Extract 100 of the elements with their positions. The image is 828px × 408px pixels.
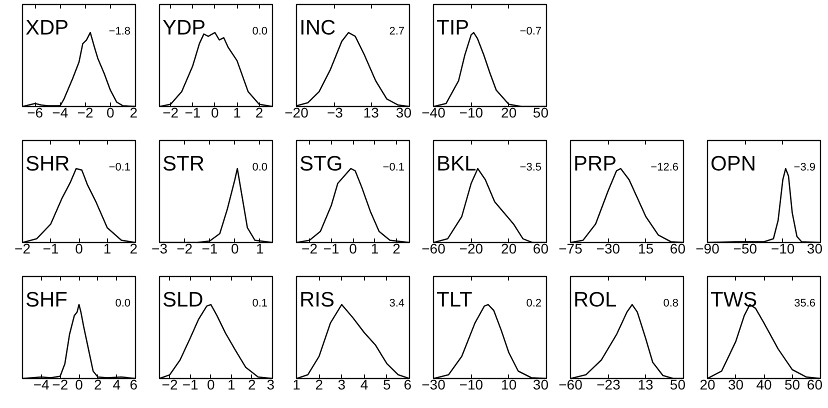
x-tick-label: 50 [670,376,686,392]
x-tick-label: −1 [323,240,340,256]
x-tick-label: −60 [558,376,583,392]
x-tick-label: 4 [360,376,368,392]
x-tick-label: −2 [162,376,178,392]
x-tick-label: −2 [162,104,179,120]
x-tick-label: 1 [370,240,379,256]
x-tick-label: 1 [233,104,242,120]
x-tick-label: 60 [670,240,686,256]
x-tick-label: 15 [638,240,654,256]
x-tick-label: −3 [152,240,168,256]
x-tick-label: −4 [52,104,68,120]
x-tick-label: 0 [75,376,84,392]
x-tick-label: 50 [532,104,549,120]
x-tick-label: 60 [806,376,823,392]
annotation: −0.7 [520,26,542,38]
x-tick-label: 6 [130,376,138,392]
x-tick-label: 2 [392,240,401,256]
x-tick-label: 2 [94,376,102,392]
annotation: 0.0 [115,298,131,310]
x-tick-label: −90 [696,240,720,256]
annotation: −1.8 [108,26,131,38]
chart-title: ROL [574,288,617,312]
x-tick-label: 4 [112,376,121,392]
x-tick-label: 0 [349,240,358,256]
x-tick-label: −30 [422,376,446,392]
annotation: −3.5 [520,162,542,174]
x-tick-label: 30 [532,376,549,392]
x-tick-label: 2 [248,376,256,392]
x-tick-label: −30 [596,240,620,256]
x-tick-label: −2 [52,376,68,392]
x-tick-label: −20 [459,240,484,256]
x-tick-label: 1 [103,240,112,256]
x-tick-label: 2 [315,376,324,392]
x-tick-label: 0 [206,376,215,392]
x-tick-label: 40 [756,376,772,392]
x-tick-label: −75 [558,240,583,256]
x-tick-label: 13 [638,376,654,392]
x-tick-label: 30 [728,376,744,392]
x-tick-label: −3 [326,104,344,120]
chart-title: PRP [574,152,617,176]
x-tick-label: 0 [211,104,219,120]
chart-title: BKL [436,152,476,176]
x-tick-label: 5 [383,376,392,392]
x-tick-label: 20 [501,104,517,120]
x-tick-label: −60 [422,240,446,256]
chart-title: SLD [162,288,204,312]
x-tick-label: −10 [770,240,795,256]
x-tick-label: 20 [501,240,517,256]
x-tick-label: 2 [130,240,138,256]
x-tick-label: 2 [255,104,264,120]
x-tick-label: 0 [75,240,84,256]
x-tick-label: −1 [202,240,218,256]
chart-title: SHR [26,152,70,176]
annotation: −12.6 [650,162,679,174]
annotation: 0.0 [252,162,268,174]
chart-title: XDP [26,16,69,40]
annotation: 0.8 [663,298,679,310]
x-tick-label: 13 [363,104,380,120]
chart-title: TWS [710,288,758,312]
annotation: 2.7 [389,26,405,38]
x-tick-label: −1 [184,104,201,120]
x-tick-label: 30 [396,104,412,120]
chart-title: TIP [436,16,470,40]
x-tick-label: 0 [106,104,114,120]
x-tick-label: −50 [733,240,758,256]
x-tick-label: 50 [784,376,800,392]
annotation: 0.1 [252,298,268,310]
chart-title: SHF [26,288,68,312]
chart-title: OPN [710,152,756,176]
x-tick-label: −4 [33,376,50,392]
x-tick-label: −40 [422,104,446,120]
x-tick-label: 30 [806,240,823,256]
x-tick-label: −2 [14,240,31,256]
annotation: −0.1 [108,162,131,174]
x-tick-label: −2 [302,240,318,256]
x-tick-label: 1 [228,376,236,392]
x-tick-label: 10 [501,376,517,392]
x-tick-label: −2 [176,240,193,256]
x-tick-label: 1 [292,376,301,392]
x-tick-label: 6 [404,376,412,392]
x-tick-label: 2 [130,104,138,120]
chart-title: YDP [162,16,206,40]
annotation: 0.0 [252,26,268,38]
x-tick-label: 20 [700,376,716,392]
x-tick-label: −1 [42,240,59,256]
chart-title: INC [300,16,336,40]
chart-title: RIS [300,288,335,312]
chart-title: STG [300,152,343,176]
x-tick-label: −6 [27,104,44,120]
annotation: 35.6 [794,298,816,310]
x-tick-label: 60 [532,240,549,256]
x-tick-label: 1 [256,240,264,256]
annotation: 0.2 [526,298,542,310]
x-tick-label: −20 [284,104,309,120]
chart-title: STR [162,152,204,176]
annotation: −0.1 [382,162,405,174]
chart-title: TLT [436,288,472,312]
x-tick-label: 3 [338,376,346,392]
x-tick-label: −23 [596,376,621,392]
